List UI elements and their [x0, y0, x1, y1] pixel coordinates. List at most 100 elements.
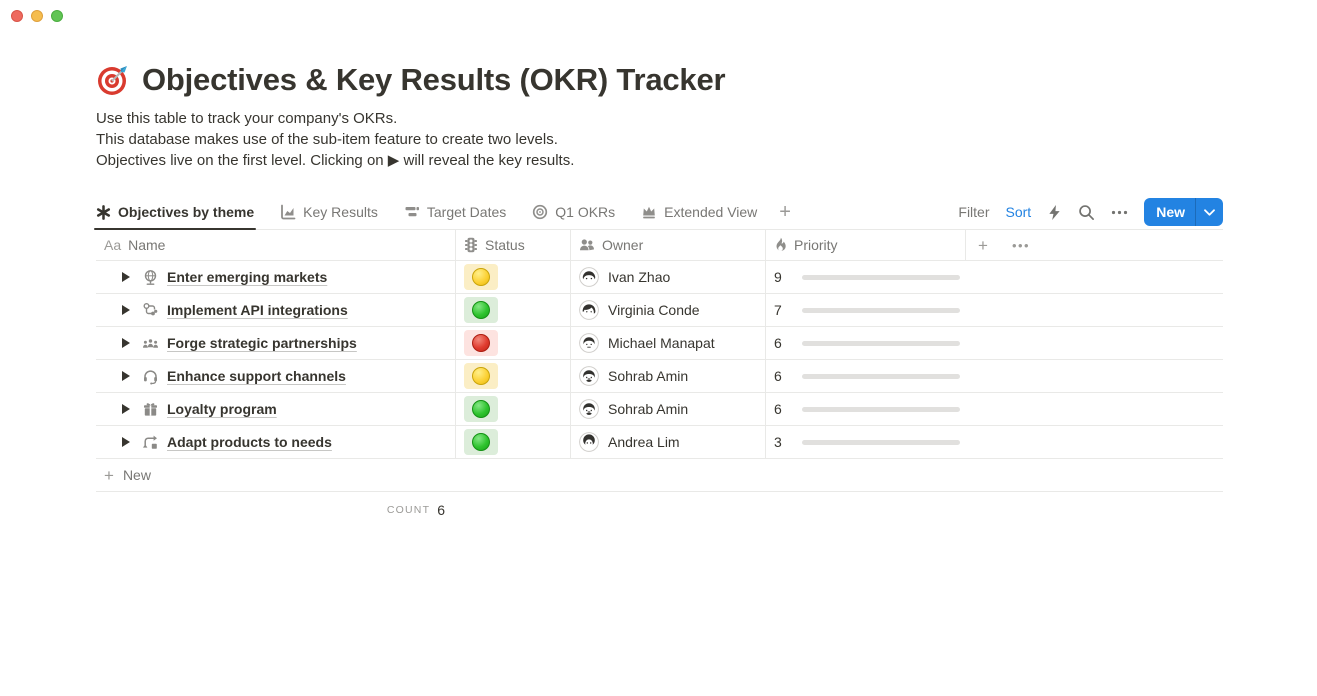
status-dot-icon — [472, 367, 490, 385]
status-dot-icon — [472, 301, 490, 319]
tab-label: Q1 OKRs — [555, 204, 616, 220]
owner-name[interactable]: Andrea Lim — [608, 434, 680, 450]
people-icon — [579, 238, 595, 252]
timeline-icon — [404, 204, 420, 220]
priority-value[interactable]: 6 — [774, 335, 782, 351]
description-line: This database makes use of the sub-item … — [96, 131, 558, 148]
status-badge[interactable] — [464, 330, 498, 356]
expand-toggle-icon[interactable] — [122, 338, 130, 348]
status-badge[interactable] — [464, 396, 498, 422]
add-view-button[interactable]: + — [779, 195, 791, 229]
text-icon: Aa — [104, 237, 122, 253]
sort-button[interactable]: Sort — [1005, 204, 1032, 220]
column-header-owner[interactable]: Owner — [570, 230, 765, 260]
avatar — [579, 267, 599, 287]
workflow-icon — [142, 302, 159, 319]
priority-value[interactable]: 3 — [774, 434, 782, 450]
tab-label: Objectives by theme — [118, 204, 255, 220]
status-badge[interactable] — [464, 297, 498, 323]
arrows-icon — [142, 434, 159, 451]
row-title-link[interactable]: Enter emerging markets — [167, 269, 328, 285]
owner-name[interactable]: Michael Manapat — [608, 335, 715, 351]
column-label: Status — [485, 237, 525, 253]
search-icon[interactable] — [1078, 204, 1095, 221]
owner-name[interactable]: Virginia Conde — [608, 302, 700, 318]
expand-toggle-icon[interactable] — [122, 437, 130, 447]
expand-toggle-icon[interactable] — [122, 371, 130, 381]
column-header-priority[interactable]: Priority — [765, 230, 965, 260]
new-button-group: New — [1144, 198, 1223, 226]
add-column-button[interactable]: + — [978, 235, 988, 255]
owner-name[interactable]: Sohrab Amin — [608, 368, 689, 384]
more-columns-button[interactable]: ••• — [1011, 237, 1031, 253]
table-row: Loyalty program Sohrab Amin 6 — [96, 393, 1223, 426]
priority-value[interactable]: 9 — [774, 269, 782, 285]
priority-value[interactable]: 6 — [774, 368, 782, 384]
column-label: Priority — [794, 237, 838, 253]
row-title-link[interactable]: Adapt products to needs — [167, 434, 332, 450]
asterisk-icon — [96, 204, 111, 220]
row-title-link[interactable]: Enhance support channels — [167, 368, 346, 384]
chevron-down-icon[interactable] — [1196, 198, 1223, 226]
owner-name[interactable]: Ivan Zhao — [608, 269, 671, 285]
page-header: Objectives & Key Results (OKR) Tracker — [96, 62, 1223, 98]
table-row: Enter emerging markets Ivan Zhao 9 — [96, 261, 1223, 294]
description-line: Use this table to track your company's O… — [96, 110, 398, 127]
status-badge[interactable] — [464, 363, 498, 389]
priority-bar — [802, 439, 960, 445]
expand-toggle-icon[interactable] — [122, 404, 130, 414]
avatar — [579, 333, 599, 353]
status-badge[interactable] — [464, 429, 498, 455]
plus-icon: + — [779, 200, 791, 223]
description-line: Objectives live on the first level. Clic… — [96, 152, 575, 169]
priority-value[interactable]: 6 — [774, 401, 782, 417]
page-title: Objectives & Key Results (OKR) Tracker — [142, 62, 726, 97]
column-header-status[interactable]: Status — [455, 230, 570, 260]
chart-icon — [280, 204, 296, 220]
flame-icon — [774, 237, 787, 253]
filter-button[interactable]: Filter — [958, 204, 990, 220]
column-header-name[interactable]: Aa Name — [96, 230, 455, 260]
table-footer: COUNT 6 — [96, 492, 455, 528]
table-row: Enhance support channels Sohrab Amin 6 — [96, 360, 1223, 393]
owner-name[interactable]: Sohrab Amin — [608, 401, 689, 417]
target-dart-emoji — [98, 66, 127, 95]
more-icon[interactable] — [1111, 210, 1128, 215]
tab-key-results[interactable]: Key Results — [280, 195, 378, 229]
traffic-light-icon — [464, 237, 478, 253]
avatar — [579, 432, 599, 452]
avatar — [579, 399, 599, 419]
view-toolbar: Filter Sort New — [958, 198, 1223, 226]
zoom-button[interactable] — [51, 10, 63, 22]
priority-value[interactable]: 7 — [774, 302, 782, 318]
status-dot-icon — [472, 268, 490, 286]
column-header-extra: + ••• — [965, 230, 1223, 260]
table-row: Implement API integrations Virginia Cond… — [96, 294, 1223, 327]
row-title-link[interactable]: Implement API integrations — [167, 302, 348, 318]
minimize-button[interactable] — [31, 10, 43, 22]
expand-toggle-icon[interactable] — [122, 272, 130, 282]
bolt-icon[interactable] — [1047, 204, 1062, 221]
status-badge[interactable] — [464, 264, 498, 290]
tab-objectives-by-theme[interactable]: Objectives by theme — [93, 195, 257, 230]
priority-bar — [802, 307, 960, 313]
expand-toggle-icon[interactable] — [122, 305, 130, 315]
plus-icon: + — [104, 465, 114, 485]
tab-target-dates[interactable]: Target Dates — [404, 195, 506, 229]
tab-extended-view[interactable]: Extended View — [641, 195, 757, 229]
new-row-button[interactable]: + New — [96, 459, 1223, 492]
page-description: Use this table to track your company's O… — [96, 108, 1223, 171]
priority-bar — [802, 373, 960, 379]
new-button[interactable]: New — [1156, 204, 1185, 220]
tab-label: Extended View — [664, 204, 758, 220]
tab-q1-okrs[interactable]: Q1 OKRs — [532, 195, 615, 229]
status-dot-icon — [472, 400, 490, 418]
close-button[interactable] — [11, 10, 23, 22]
row-title-link[interactable]: Forge strategic partnerships — [167, 335, 357, 351]
headset-icon — [142, 368, 159, 385]
priority-bar — [802, 274, 960, 280]
crown-icon — [641, 204, 657, 220]
count-label[interactable]: COUNT — [386, 504, 431, 516]
row-title-link[interactable]: Loyalty program — [167, 401, 277, 417]
